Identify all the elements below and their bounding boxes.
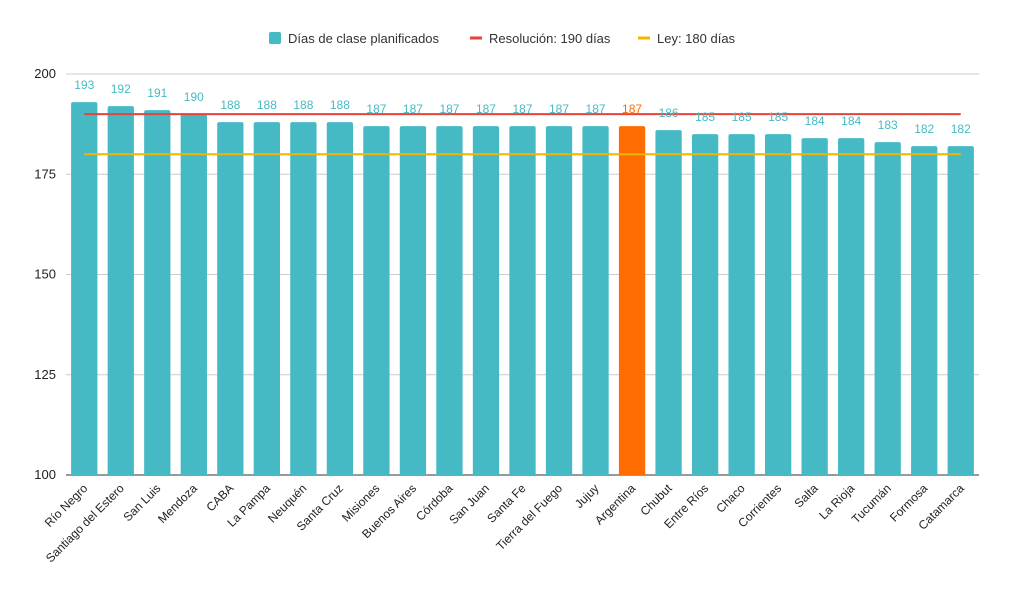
bar: [764, 134, 792, 475]
legend-swatch-line: [638, 36, 650, 40]
data-label: 188: [220, 98, 240, 112]
bars: [71, 102, 974, 476]
bar: [911, 146, 938, 475]
data-label: 186: [659, 106, 679, 120]
legend-swatch-bar: [269, 32, 281, 44]
x-tick-label: Tierra del Fuego: [493, 481, 565, 553]
bar: [217, 122, 244, 476]
data-label: 183: [878, 118, 898, 132]
data-labels: 193 192 191 190 188 188 188 188 187 187 187 187 187 1…: [74, 78, 971, 136]
data-label: 182: [951, 122, 971, 136]
data-label: 190: [184, 90, 204, 104]
bar: [144, 110, 171, 475]
bar: [399, 126, 427, 475]
data-label: 184: [841, 114, 861, 128]
data-label: 187: [403, 102, 423, 116]
y-tick-label: 100: [34, 467, 56, 482]
data-label: 185: [695, 110, 715, 124]
bar: [838, 138, 865, 475]
legend-label: Días de clase planificados: [288, 31, 440, 46]
y-tick-label: 125: [34, 367, 56, 382]
data-label: 187: [476, 102, 496, 116]
data-label: 187: [622, 102, 642, 116]
bar: [801, 138, 828, 475]
bar: [618, 126, 646, 475]
bar: [436, 126, 463, 475]
bar: [509, 126, 536, 475]
bar: [290, 122, 317, 476]
data-label: 185: [768, 110, 788, 124]
data-label: 187: [549, 102, 569, 116]
x-tick-label: Argentina: [592, 481, 638, 527]
data-label: 187: [586, 102, 606, 116]
bar: [363, 126, 390, 475]
bar: [180, 114, 207, 475]
y-tick-label: 150: [34, 267, 56, 282]
legend-label: Ley: 180 días: [657, 31, 736, 46]
bar: [326, 122, 354, 476]
x-tick-label: CABA: [203, 481, 236, 514]
bar: [472, 126, 500, 475]
legend-swatch-line: [470, 36, 482, 40]
x-tick-label: Jujuy: [572, 481, 602, 511]
data-label: 182: [914, 122, 934, 136]
data-label: 187: [439, 102, 459, 116]
data-label: 187: [512, 102, 532, 116]
bar: [253, 122, 281, 476]
reference-lines: [84, 113, 961, 156]
data-label: 188: [330, 98, 350, 112]
x-tick-label: Chaco: [713, 481, 748, 516]
data-label: 188: [257, 98, 277, 112]
y-tick-label: 175: [34, 166, 56, 181]
legend: Días de clase planificados Resolución: 19…: [269, 31, 736, 46]
bar: [582, 126, 609, 475]
bar: [691, 134, 719, 475]
bar: [71, 102, 98, 475]
bar: [947, 146, 974, 475]
bar: [728, 134, 755, 475]
bar: [655, 130, 682, 475]
x-tick-label: San Juan: [446, 481, 492, 527]
data-label: 187: [366, 102, 386, 116]
data-label: 192: [111, 82, 131, 96]
data-label: 193: [74, 78, 94, 92]
bar: [874, 142, 901, 476]
data-label: 184: [805, 114, 825, 128]
y-tick-label: 200: [34, 66, 56, 81]
data-label: 191: [147, 86, 167, 100]
x-tick-label: Salta: [792, 481, 821, 510]
x-tick-label: Tucumán: [849, 481, 894, 526]
legend-label: Resolución: 190 días: [489, 31, 611, 46]
bar: [107, 106, 134, 475]
data-label: 188: [293, 98, 313, 112]
bar: [545, 126, 573, 475]
data-label: 185: [732, 110, 752, 124]
x-tick-label: Mendoza: [155, 481, 200, 526]
y-axis: 100 125 150 175 200: [34, 66, 56, 482]
